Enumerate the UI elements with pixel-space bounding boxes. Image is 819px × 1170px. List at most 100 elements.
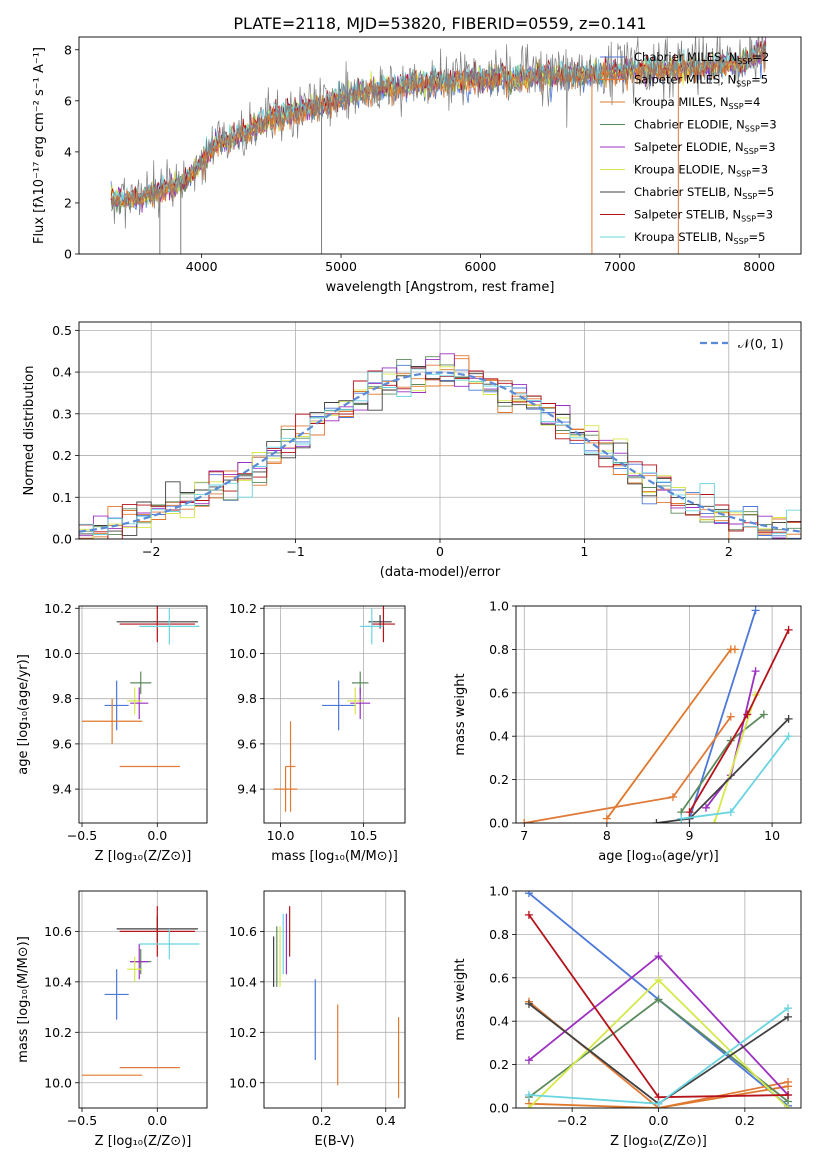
weight-marker [524, 999, 533, 1008]
y-tick-label: 0.0 [489, 816, 509, 831]
weight-marker [668, 792, 677, 801]
weight-marker [524, 1056, 533, 1065]
y-axis-label: mass weight [453, 958, 468, 1040]
y-tick-label: 9.4 [52, 782, 72, 797]
y-tick-label: 0.6 [489, 685, 509, 700]
weight-marker [677, 814, 686, 823]
weight-marker [751, 667, 760, 676]
y-tick-label: 10.2 [44, 601, 72, 616]
axes-frame [263, 605, 406, 824]
y-tick-label: 9.6 [52, 736, 72, 751]
x-tick-label: 0.2 [312, 1113, 332, 1128]
x-tick-label: 0.0 [147, 828, 167, 843]
weight-marker [524, 1090, 533, 1099]
y-tick-label: 10.6 [229, 924, 257, 939]
legend-label: Chabrier MILES, NSSP=2 [634, 50, 769, 66]
y-axis-label: mass weight [453, 673, 468, 755]
histogram-step [79, 368, 801, 539]
weight-marker [654, 1099, 663, 1108]
weight-marker [743, 710, 752, 719]
weight-marker [784, 1012, 793, 1021]
y-tick-label: 4 [64, 144, 72, 159]
weight-marker [524, 910, 533, 919]
legend-label: 𝒩(0, 1) [738, 336, 784, 351]
weight-line [656, 718, 790, 823]
x-axis-label: Z [log₁₀(Z/Z⊙)] [610, 1134, 707, 1149]
weight-marker [784, 1104, 793, 1108]
x-tick-label: −0.2 [557, 1113, 587, 1128]
weight-marker [524, 891, 533, 898]
legend-label: Salpeter MILES, NSSP=5 [634, 73, 768, 89]
age-Z-panel: −0.5 0.0 9.4 9.6 9.8 10.0 10.2 Z [log₁₀(Z/Z⊙)] a… [16, 601, 208, 864]
weight-marker [784, 625, 793, 634]
weight-marker [784, 714, 793, 723]
x-tick-label: 2 [725, 544, 733, 559]
x-tick-label: 10 [764, 828, 780, 843]
y-tick-label: 0.8 [489, 642, 509, 657]
legend-label: Chabrier ELODIE, NSSP=3 [634, 118, 777, 134]
legend-label: Chabrier STELIB, NSSP=5 [634, 185, 774, 201]
x-axis-label: mass [log₁₀(M/M⊙)] [271, 849, 398, 864]
y-tick-label: 2 [64, 195, 72, 210]
x-tick-label: 8000 [743, 259, 775, 274]
y-tick-label: 10.4 [44, 974, 72, 989]
weight-marker [524, 1104, 533, 1108]
y-tick-label: 8 [64, 42, 72, 57]
axes-frame [263, 890, 406, 1109]
weight-marker [726, 712, 735, 721]
weight-marker [710, 819, 719, 823]
y-tick-label: 10.0 [229, 646, 257, 661]
y-tick-label: 0.6 [489, 970, 509, 985]
weight-line [528, 1085, 789, 1108]
legend-label: Salpeter ELODIE, NSSP=3 [634, 140, 776, 156]
weight-marker [759, 710, 768, 719]
histogram-step [79, 367, 801, 539]
legend-label: Kroupa STELIB, NSSP=5 [634, 230, 765, 246]
y-tick-label: 0.8 [489, 927, 509, 942]
x-tick-label: 7000 [604, 259, 636, 274]
x-axis-label: E(B-V) [314, 1134, 354, 1149]
spectrum-line [110, 41, 767, 206]
x-tick-label: −2 [142, 544, 160, 559]
x-tick-label: 10.0 [267, 828, 295, 843]
weight-marker [654, 995, 663, 1004]
legend-label: Kroupa ELODIE, NSSP=3 [634, 163, 768, 179]
mass-EBV-panel: 0.2 0.4 10.0 10.2 10.4 10.6 E(B-V) [229, 890, 406, 1149]
weight-marker [654, 975, 663, 984]
spectrum-legend: Chabrier MILES, NSSP=2 Salpeter MILES, NS… [600, 50, 777, 246]
y-tick-label: 9.4 [237, 782, 257, 797]
y-tick-label: 9.8 [237, 691, 257, 706]
y-tick-label: 10.0 [44, 1075, 72, 1090]
y-tick-label: 1.0 [489, 599, 509, 614]
legend-label: Kroupa MILES, NSSP=4 [634, 95, 760, 111]
histogram-step [79, 353, 801, 539]
weight-marker [784, 1004, 793, 1013]
figure-title: PLATE=2118, MJD=53820, FIBERID=0559, z=0… [233, 14, 646, 33]
weight-Z-panel: −0.2 0.0 0.2 0.0 0.2 0.4 0.6 0.8 1.0 Z [log₁₀(Z/Z… [453, 884, 802, 1149]
y-tick-label: 10.2 [44, 1025, 72, 1040]
error-bars [82, 606, 200, 768]
x-tick-label: 0 [436, 544, 444, 559]
y-axis-label: Flux [fλ10⁻¹⁷ erg cm⁻² s⁻¹ A⁻¹] [32, 47, 47, 244]
x-axis-label: Z [log₁₀(Z/Z⊙)] [95, 849, 192, 864]
y-tick-label: 9.8 [52, 691, 72, 706]
weight-marker [784, 1090, 793, 1099]
weight-age-panel: 7 8 9 10 0.0 0.2 0.4 0.6 0.8 1.0 age [log₁₀(age/yr… [453, 599, 802, 864]
normal-curve [79, 371, 801, 533]
y-tick-label: 10.6 [44, 924, 72, 939]
y-tick-label: 10.2 [229, 1025, 257, 1040]
spectrum-lines [110, 37, 767, 254]
y-tick-label: 10.4 [229, 974, 257, 989]
y-tick-label: 6 [64, 93, 72, 108]
x-axis-label: (data-model)/error [380, 565, 501, 580]
age-mass-panel: 10.0 10.5 9.4 9.6 9.8 10.0 10.2 mass [log₁₀(M/M… [229, 601, 406, 864]
weight-marker [602, 814, 611, 823]
weight-line [681, 735, 790, 820]
weight-marker [730, 645, 739, 654]
x-tick-label: −0.5 [67, 828, 97, 843]
x-axis-label: wavelength [Angstrom, rest frame] [326, 280, 555, 295]
x-tick-label: 0.0 [147, 1113, 167, 1128]
weight-lines [520, 606, 793, 823]
legend-label: Salpeter STELIB, NSSP=3 [634, 208, 773, 224]
